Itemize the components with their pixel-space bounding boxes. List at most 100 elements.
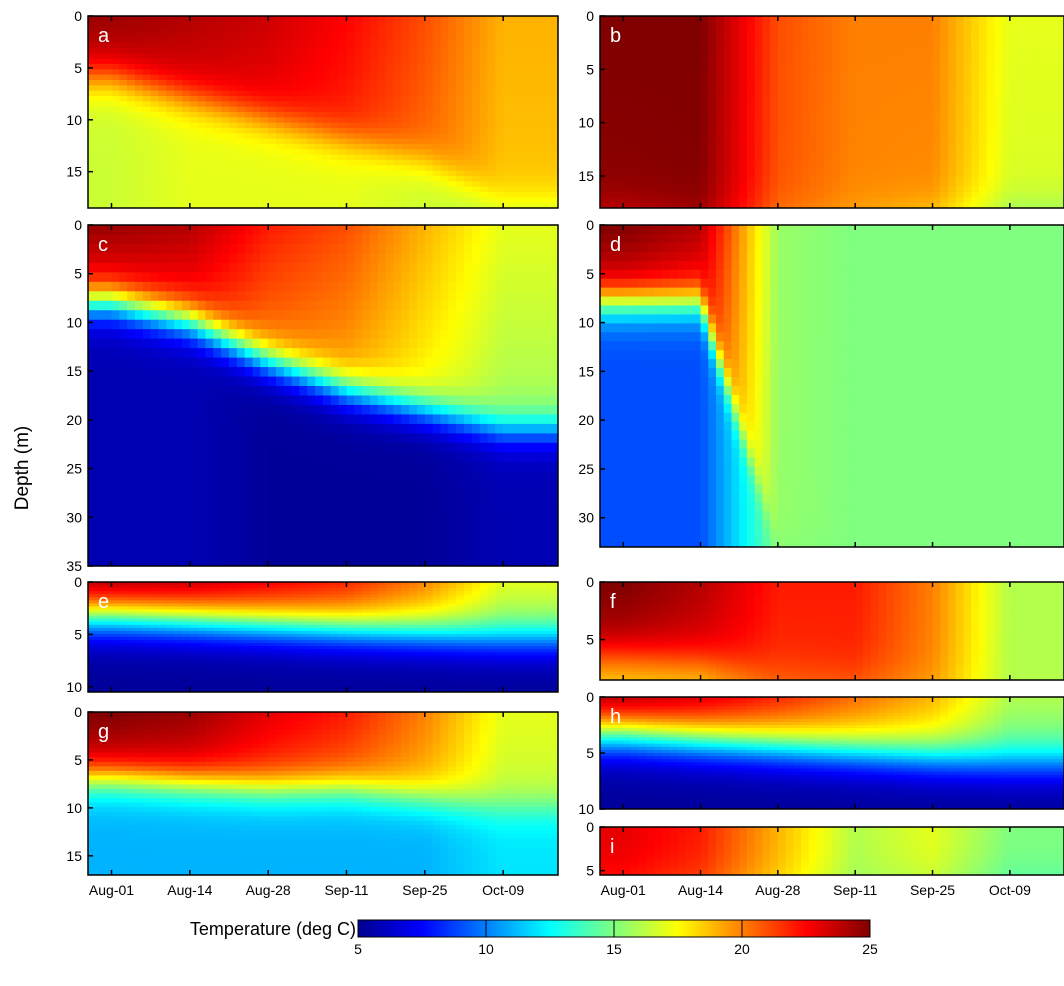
heatmap-cell [692, 48, 702, 54]
heatmap-cell [268, 112, 277, 118]
heatmap-cell [189, 26, 199, 33]
heatmap-cell [1025, 197, 1034, 204]
heatmap-cell [362, 128, 371, 134]
heatmap-cell [362, 117, 371, 124]
heatmap-cell [669, 74, 678, 81]
heatmap-cell [955, 42, 965, 49]
heatmap-cell [534, 181, 543, 188]
heatmap-cell [824, 16, 833, 22]
heatmap-cell [464, 48, 473, 54]
heatmap-cell [1048, 90, 1057, 97]
heatmap-cell [638, 138, 647, 145]
heatmap-cell [754, 58, 763, 65]
heatmap-cell [495, 186, 504, 193]
heatmap-cell [801, 90, 810, 97]
heatmap-cell [955, 48, 965, 54]
heatmap-cell [323, 176, 332, 182]
heatmap-cell [299, 96, 308, 102]
heatmap-cell [252, 53, 261, 60]
heatmap-cell [623, 96, 632, 102]
heatmap-cell [615, 138, 624, 145]
heatmap-cell [986, 192, 995, 198]
heatmap-cell [150, 556, 160, 566]
heatmap-cell [229, 32, 238, 38]
heatmap-cell [832, 160, 841, 166]
heatmap-cell [940, 192, 949, 198]
heatmap-cell [978, 138, 988, 145]
heatmap-cell [1025, 58, 1034, 65]
heatmap-cell [323, 80, 332, 86]
heatmap-cell [971, 192, 980, 198]
heatmap-cell [479, 106, 489, 113]
heatmap-cell [119, 122, 128, 129]
heatmap-cell [166, 138, 175, 145]
heatmap-cell [669, 42, 678, 49]
heatmap-cell [932, 117, 941, 124]
heatmap-cell [534, 122, 543, 129]
heatmap-cell [119, 319, 128, 330]
heatmap-cell [1056, 112, 1064, 118]
heatmap-cell [518, 85, 528, 92]
heatmap-cell [456, 197, 465, 204]
heatmap-cell [440, 74, 449, 81]
heatmap-cell [816, 154, 825, 161]
heatmap-cell [299, 154, 308, 161]
heatmap-cell [955, 138, 965, 145]
heatmap-cell [448, 69, 457, 76]
heatmap-cell [213, 262, 222, 273]
heatmap-cell [824, 58, 833, 65]
heatmap-cell [213, 253, 222, 264]
heatmap-cell [1040, 202, 1050, 208]
heatmap-cell [432, 74, 442, 81]
heatmap-cell [88, 16, 97, 22]
heatmap-cell [142, 528, 152, 539]
heatmap-cell [661, 154, 671, 161]
heatmap-cell [471, 138, 481, 145]
heatmap-cell [746, 165, 756, 172]
heatmap-cell [607, 186, 617, 193]
heatmap-cell [260, 149, 269, 156]
heatmap-cell [550, 85, 558, 92]
heatmap-cell [142, 117, 152, 124]
heatmap-cell [323, 160, 332, 166]
heatmap-cell [638, 42, 647, 49]
heatmap-cell [142, 357, 152, 368]
heatmap-cell [377, 170, 387, 177]
heatmap-cell [901, 138, 910, 145]
heatmap-cell [362, 138, 371, 145]
heatmap-cell [424, 80, 434, 86]
heatmap-cell [307, 117, 316, 124]
heatmap-cell [307, 21, 316, 28]
heatmap-cell [862, 37, 872, 44]
heatmap-cell [432, 106, 442, 113]
heatmap-cell [847, 149, 856, 156]
heatmap-cell [793, 32, 802, 38]
heatmap-cell [654, 85, 663, 92]
heatmap-cell [127, 471, 136, 482]
heatmap-cell [542, 197, 551, 204]
heatmap-cell [244, 21, 254, 28]
heatmap-cell [417, 69, 426, 76]
heatmap-cell [1009, 90, 1019, 97]
heatmap-cell [487, 69, 496, 76]
heatmap-cell [550, 74, 558, 81]
heatmap-cell [893, 96, 903, 102]
heatmap-cell [1033, 192, 1042, 198]
heatmap-cell [1025, 165, 1034, 172]
heatmap-cell [111, 404, 120, 416]
heatmap-cell [1056, 181, 1064, 188]
heatmap-cell [646, 53, 655, 60]
heatmap-cell [338, 160, 348, 166]
heatmap-cell [839, 48, 849, 54]
panel-a-frame [87, 15, 559, 209]
heatmap-cell [95, 338, 105, 349]
heatmap-cell [700, 106, 709, 113]
heatmap-cell [197, 85, 207, 92]
heatmap-cell [770, 144, 779, 150]
heatmap-cell [654, 165, 663, 172]
heatmap-cell [346, 144, 355, 150]
heatmap-cell [158, 547, 167, 558]
heatmap-cell [150, 262, 160, 273]
heatmap-cell [88, 181, 97, 188]
heatmap-cell [917, 32, 926, 38]
